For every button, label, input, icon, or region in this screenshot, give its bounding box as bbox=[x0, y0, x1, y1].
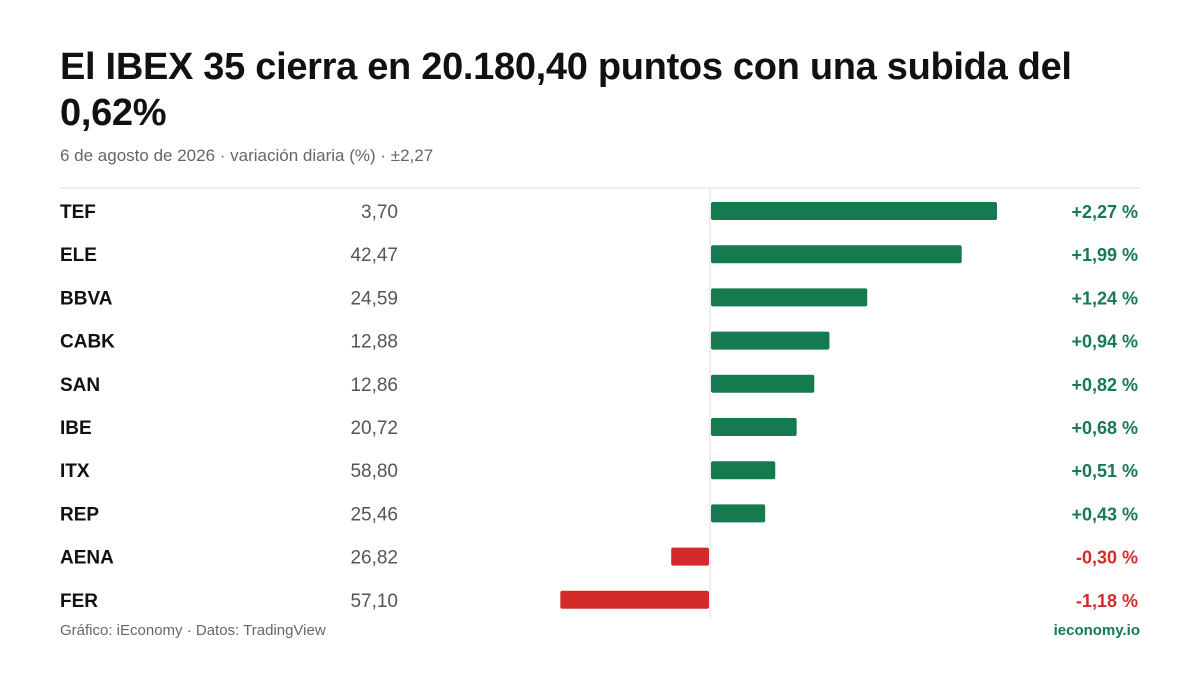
value-label: -0,30 % bbox=[1076, 548, 1138, 568]
value-label: +0,82 % bbox=[1071, 375, 1138, 395]
source-note: Gráfico: iEconomy · Datos: TradingView bbox=[60, 622, 326, 639]
price-label: 25,46 bbox=[350, 504, 398, 525]
bar-ibe bbox=[711, 418, 797, 436]
value-label: +2,27 % bbox=[1071, 202, 1138, 222]
value-label: +1,24 % bbox=[1071, 288, 1138, 308]
chart-title: El IBEX 35 cierra en 20.180,40 puntos co… bbox=[60, 46, 1072, 134]
value-label: +0,43 % bbox=[1071, 504, 1138, 524]
price-label: 20,72 bbox=[350, 418, 398, 439]
value-label: +1,99 % bbox=[1071, 245, 1138, 265]
ticker-label: ITX bbox=[60, 461, 90, 482]
ticker-label: SAN bbox=[60, 375, 100, 396]
bar-fer bbox=[560, 590, 709, 609]
bar-itx bbox=[711, 461, 776, 480]
ticker-label: REP bbox=[60, 504, 99, 525]
ticker-label: BBVA bbox=[60, 288, 113, 309]
price-label: 58,80 bbox=[350, 461, 398, 482]
price-label: 42,47 bbox=[350, 245, 398, 266]
bar-cabk bbox=[711, 331, 830, 350]
price-label: 57,10 bbox=[350, 591, 398, 612]
bar-bbva bbox=[711, 288, 868, 307]
bar-aena bbox=[671, 547, 709, 566]
price-label: 12,86 bbox=[350, 375, 398, 396]
bar-ele bbox=[711, 245, 962, 264]
bar-tef bbox=[711, 202, 997, 220]
value-label: -1,18 % bbox=[1076, 591, 1138, 611]
value-label: +0,51 % bbox=[1071, 461, 1138, 481]
chart-subtitle: 6 de agosto de 2026 · variación diaria (… bbox=[60, 146, 434, 165]
ticker-label: ELE bbox=[60, 245, 97, 266]
bar-rep bbox=[711, 504, 766, 523]
brand-link[interactable]: ieconomy.io bbox=[1053, 622, 1140, 639]
price-label: 24,59 bbox=[350, 288, 398, 309]
value-label: +0,94 % bbox=[1071, 332, 1138, 352]
price-label: 3,70 bbox=[361, 202, 398, 223]
ticker-label: CABK bbox=[60, 332, 115, 353]
ticker-label: FER bbox=[60, 591, 98, 612]
value-label: +0,68 % bbox=[1071, 418, 1138, 438]
ticker-label: IBE bbox=[60, 418, 92, 439]
price-label: 26,82 bbox=[350, 548, 398, 569]
price-label: 12,88 bbox=[350, 332, 398, 353]
ticker-label: TEF bbox=[60, 202, 96, 223]
bar-san bbox=[711, 374, 815, 393]
ticker-label: AENA bbox=[60, 548, 114, 569]
